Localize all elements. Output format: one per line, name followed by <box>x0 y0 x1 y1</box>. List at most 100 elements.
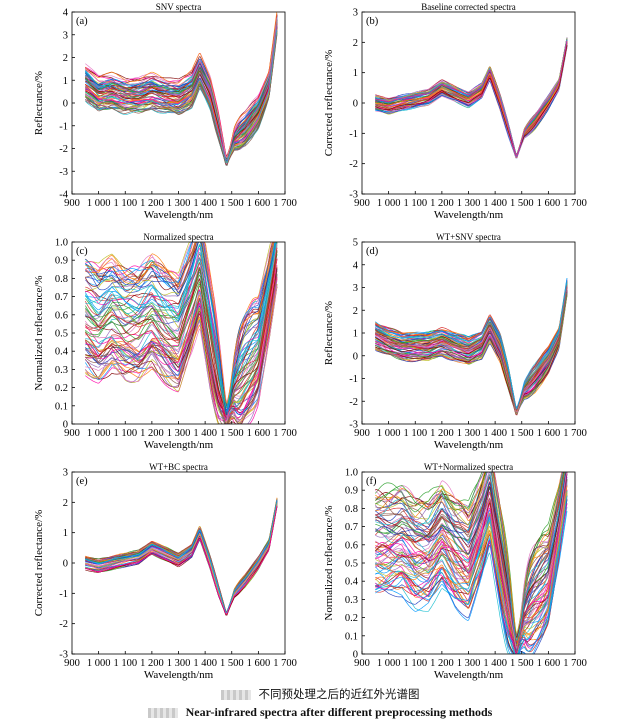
spectrum-line <box>375 472 568 650</box>
spectrum-line <box>85 502 278 614</box>
spectra-lines <box>85 12 278 166</box>
spectrum-line <box>375 472 567 639</box>
x-tick-label: 1 000 <box>377 198 401 209</box>
spectrum-line <box>85 34 278 166</box>
spectra-lines <box>375 37 568 159</box>
x-tick-label: 1 700 <box>273 198 297 209</box>
spectrum-line <box>85 242 278 408</box>
y-tick-label: 0.6 <box>55 310 68 321</box>
x-tick-label: 900 <box>354 198 370 209</box>
x-tick-label: 1 200 <box>140 198 164 209</box>
spectrum-line <box>85 278 278 422</box>
x-tick-label: 1 600 <box>247 198 271 209</box>
y-tick-label: -1 <box>59 589 68 600</box>
spectrum-line <box>375 472 568 644</box>
y-tick-label: 2 <box>63 53 68 64</box>
y-tick-label: -1 <box>59 121 68 132</box>
spectrum-line <box>85 242 277 405</box>
y-tick-label: 3 <box>63 30 68 41</box>
spectrum-line <box>85 249 278 415</box>
panel-label: (c) <box>76 246 88 257</box>
x-tick-label: 900 <box>64 198 80 209</box>
caption-english-text: Near-infrared spectra after different pr… <box>185 705 493 719</box>
y-tick-label: 1 <box>353 329 358 340</box>
spectrum-line <box>375 479 568 652</box>
spectrum-line <box>85 24 278 162</box>
spectra-lines <box>375 472 568 654</box>
spectrum-line <box>375 472 568 654</box>
y-tick-label: -2 <box>59 619 68 630</box>
spectrum-line <box>375 289 568 412</box>
chart-title: SNV spectra <box>156 2 202 12</box>
y-tick-label: -2 <box>349 159 358 170</box>
spectrum-line <box>85 19 278 160</box>
spectrum-line <box>85 12 278 158</box>
x-tick-label: 1 000 <box>87 428 111 439</box>
x-tick-label: 1 500 <box>220 198 244 209</box>
y-tick-label: 0.3 <box>345 595 358 606</box>
spectrum-line <box>85 247 278 421</box>
chart-panel-1: 900 1 000 1 100 1 200 1 300 1 400 1 500 1 600 1 … <box>33 2 297 221</box>
spectrum-line <box>85 278 278 424</box>
spectrum-line <box>85 242 277 404</box>
chart-panel-2: 900 1 000 1 100 1 200 1 300 1 400 1 500 1 600 1 … <box>323 2 587 221</box>
y-axis-label: Reflectance/% <box>323 301 335 365</box>
spectrum-line <box>85 246 278 420</box>
y-tick-label: 0.9 <box>55 256 68 267</box>
spectrum-line <box>85 499 278 613</box>
spectrum-line <box>85 26 278 162</box>
y-tick-label: 0 <box>63 99 68 110</box>
x-tick-label: 1 300 <box>167 198 191 209</box>
spectrum-line <box>375 511 568 654</box>
spectrum-line <box>375 500 568 654</box>
spectrum-line <box>85 250 278 415</box>
spectrum-line <box>85 505 278 615</box>
y-tick-label: 3 <box>63 468 68 479</box>
x-tick-label: 1 600 <box>537 658 561 669</box>
y-tick-label: -2 <box>349 397 358 408</box>
y-tick-label: 0.6 <box>345 540 358 551</box>
spectrum-line <box>375 472 567 647</box>
y-tick-label: 0 <box>353 351 358 362</box>
caption-chinese-text: 不同预处理之后的近红外光谱图 <box>258 687 420 701</box>
x-tick-label: 1 700 <box>563 428 587 439</box>
y-tick-label: 0 <box>63 559 68 570</box>
spectrum-line <box>375 285 568 411</box>
spectrum-line <box>85 285 278 423</box>
y-tick-label: 2 <box>353 38 358 49</box>
y-tick-label: 0.7 <box>55 292 68 303</box>
y-tick-label: 0.9 <box>345 486 358 497</box>
spectrum-line <box>375 280 568 411</box>
y-axis-label: Corrected reflectance/% <box>323 50 335 157</box>
spectrum-line <box>375 472 567 651</box>
panel-label: (f) <box>366 476 377 487</box>
y-tick-label: -3 <box>59 650 68 661</box>
spectrum-line <box>375 496 568 654</box>
x-tick-label: 1 200 <box>430 198 454 209</box>
y-tick-label: 1 <box>63 528 68 539</box>
x-tick-label: 1 300 <box>457 428 481 439</box>
spectrum-line <box>375 491 568 654</box>
x-tick-label: 1 600 <box>247 428 271 439</box>
x-tick-label: 1 500 <box>510 658 534 669</box>
x-axis-label: Wavelength/nm <box>144 669 214 681</box>
panel-label: (a) <box>76 16 88 27</box>
x-axis-label: Wavelength/nm <box>434 439 504 451</box>
x-tick-label: 1 200 <box>140 658 164 669</box>
spectrum-line <box>375 472 567 641</box>
spectrum-line <box>375 43 568 158</box>
y-tick-label: 2 <box>63 498 68 509</box>
x-tick-label: 1 600 <box>247 658 271 669</box>
spectrum-line <box>85 242 278 408</box>
spectrum-line <box>85 31 278 163</box>
chart-panel-5: 900 1 000 1 100 1 200 1 300 1 400 1 500 1 600 1 … <box>33 462 297 681</box>
x-tick-label: 1 500 <box>510 428 534 439</box>
y-tick-label: 0.2 <box>55 383 68 394</box>
spectrum-line <box>375 472 567 651</box>
y-tick-label: 0.8 <box>345 504 358 515</box>
chart-panel-3: 900 1 000 1 100 1 200 1 300 1 400 1 500 1 600 1 … <box>33 232 297 451</box>
x-tick-label: 1 000 <box>377 658 401 669</box>
spectrum-line <box>85 242 277 413</box>
x-tick-label: 1 200 <box>140 428 164 439</box>
y-tick-label: 3 <box>353 283 358 294</box>
